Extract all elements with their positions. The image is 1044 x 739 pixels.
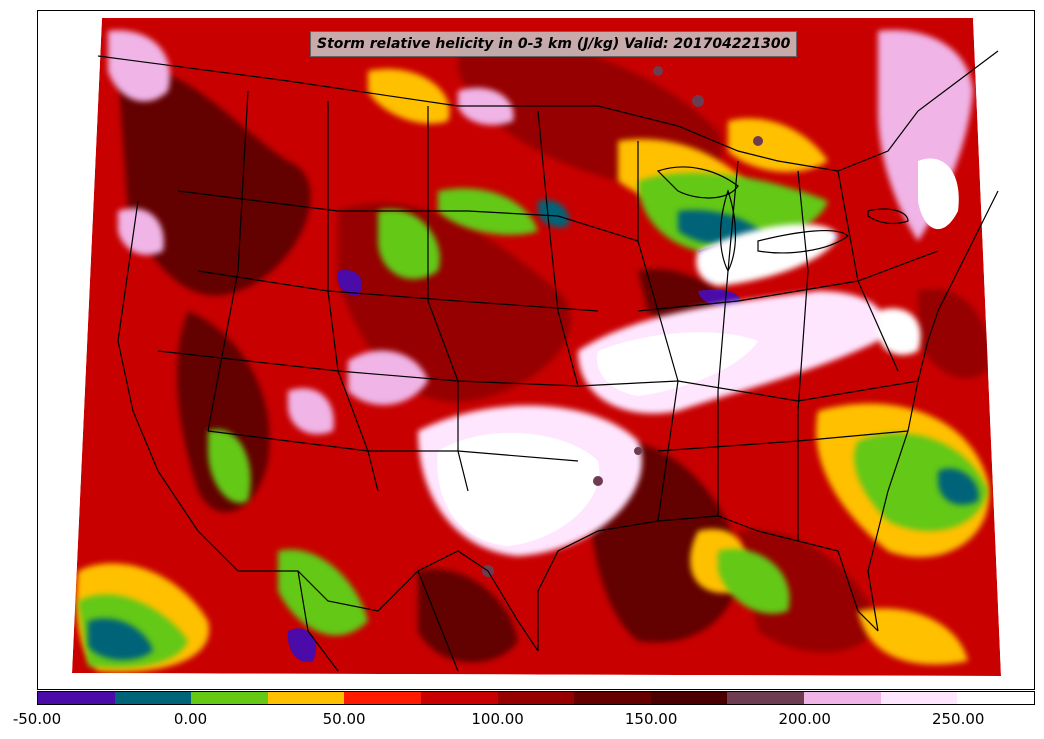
teal-regions <box>88 200 979 661</box>
colorbar-segment <box>727 692 805 704</box>
colorbar-tick-label: 0.00 <box>173 710 208 728</box>
map-panel: Storm relative helicity in 0-3 km (J/kg)… <box>37 10 1035 690</box>
colorbar-segment <box>804 692 881 704</box>
colorbar-tick-label: 50.00 <box>322 710 366 728</box>
helicity-map <box>72 18 1001 676</box>
colorbar-segment <box>650 692 728 704</box>
colorbar-segment <box>191 692 268 704</box>
mauve-specks <box>482 66 763 577</box>
colorbar-segment <box>880 692 958 704</box>
colorbar-segment <box>957 692 1034 704</box>
colorbar-tick-label: 100.00 <box>471 710 524 728</box>
colorbar-segment <box>344 692 422 704</box>
colorbar-segment <box>497 692 575 704</box>
map-title: Storm relative helicity in 0-3 km (J/kg)… <box>310 31 798 57</box>
model-domain <box>72 18 1001 676</box>
colorbar-segment <box>114 692 192 704</box>
colorbar-tick-label: -50.00 <box>12 710 62 728</box>
political-boundaries <box>97 50 999 672</box>
colorbar <box>37 691 1035 705</box>
colorbar-segment <box>267 692 345 704</box>
colorbar-tick-label: 200.00 <box>778 710 831 728</box>
white-core-regions <box>437 158 959 546</box>
colorbar-tick-label: 150.00 <box>624 710 678 728</box>
colorbar-segment <box>574 692 651 704</box>
colorbar-segment <box>421 692 498 704</box>
colorbar-tick-label: 250.00 <box>931 710 985 728</box>
colorbar-segment <box>38 692 115 704</box>
